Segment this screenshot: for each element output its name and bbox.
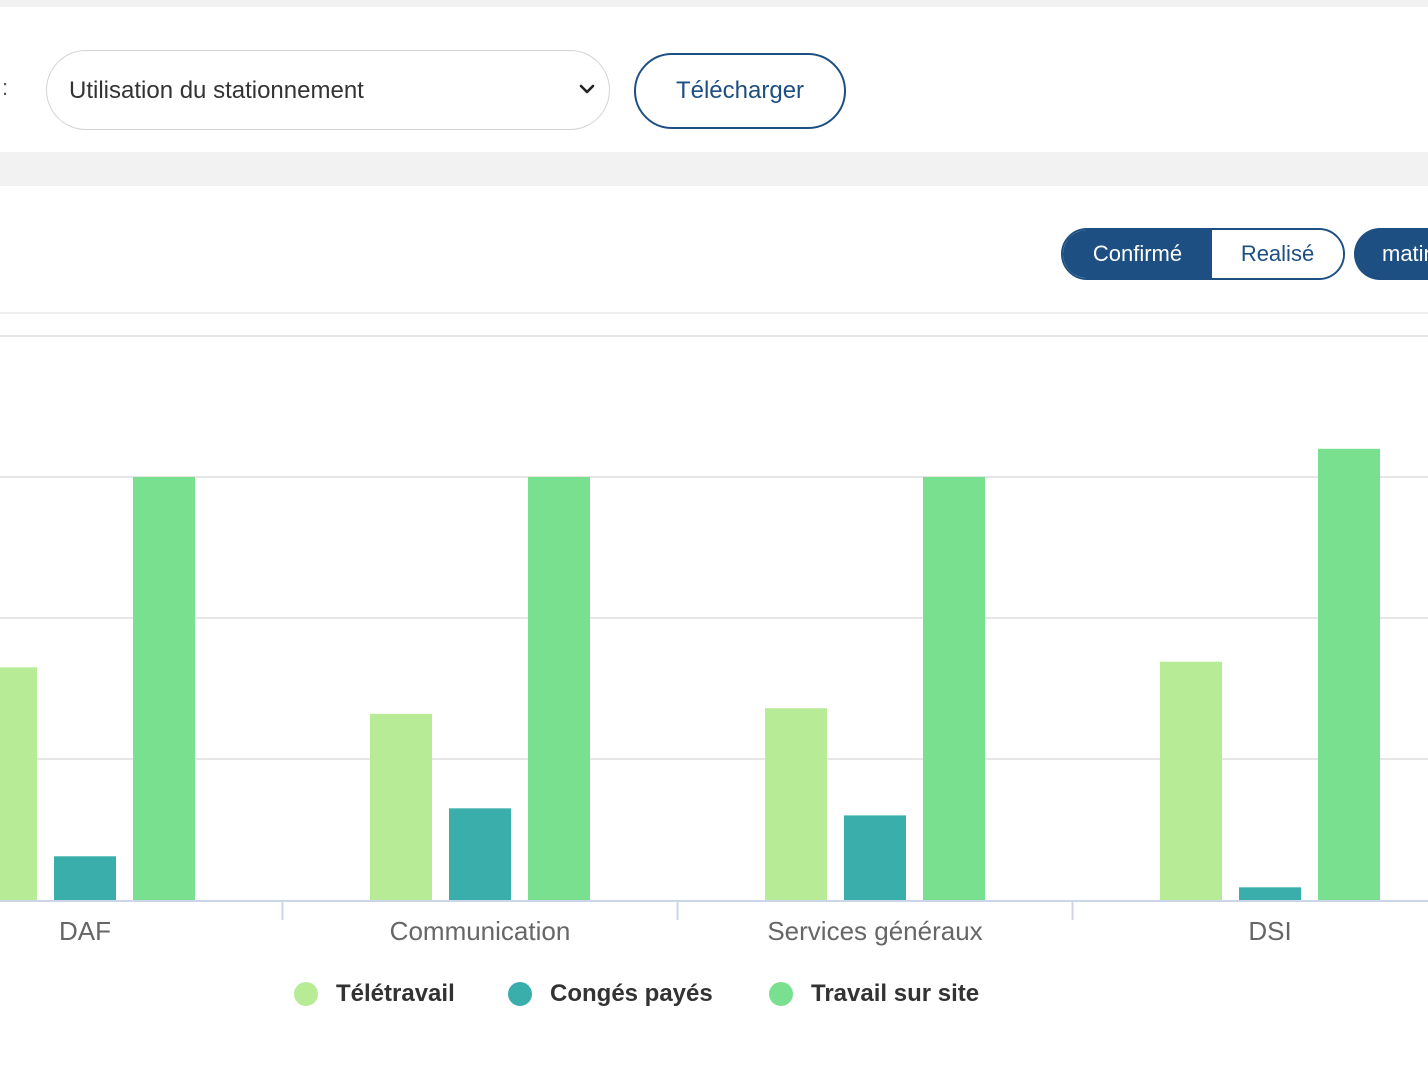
legend-label-site: Travail sur site <box>811 980 980 1007</box>
x-tick-label: DAF <box>59 916 111 946</box>
period-toggle[interactable]: matin <box>1354 228 1428 280</box>
x-tick-label: Communication <box>390 916 571 946</box>
legend-label-teletravail: Télétravail <box>336 980 455 1007</box>
bar-services-g-n-raux-0 <box>765 708 827 900</box>
legend-dot-conges <box>508 982 532 1006</box>
report-type-value: Utilisation du stationnement <box>69 77 364 104</box>
toolbar: : Utilisation du stationnement Télécharg… <box>0 7 1428 152</box>
chevron-down-icon <box>579 84 595 94</box>
bar-communication-0 <box>370 713 432 900</box>
x-tick-label: DSI <box>1248 916 1291 946</box>
bar-daf-0 <box>0 667 37 900</box>
legend-label-conges: Congés payés <box>550 980 713 1007</box>
x-tick-label: Services généraux <box>767 916 982 946</box>
panel-divider <box>0 312 1428 314</box>
bar-chart: DAF Communication Services généraux DSI <box>0 335 1428 946</box>
legend-dot-teletravail <box>294 982 318 1006</box>
confirmed-toggle[interactable]: Confirmé <box>1063 230 1212 278</box>
top-strip <box>0 0 1428 7</box>
bar-daf-1 <box>54 856 116 900</box>
bar-communication-1 <box>449 808 511 900</box>
bar-services-g-n-raux-1 <box>844 815 906 900</box>
bar-dsi-2 <box>1318 448 1380 900</box>
status-toggle: Confirmé Realisé <box>1061 228 1345 280</box>
bar-daf-2 <box>133 477 195 900</box>
chart-legend: Télétravail Congés payés Travail sur sit… <box>0 976 1428 1016</box>
bar-services-g-n-raux-2 <box>923 477 985 900</box>
legend-dot-site <box>769 982 793 1006</box>
select-label-colon: : <box>2 75 9 100</box>
bar-communication-2 <box>528 477 590 900</box>
realized-toggle[interactable]: Realisé <box>1212 230 1343 278</box>
bar-dsi-0 <box>1160 661 1222 900</box>
report-type-select[interactable]: Utilisation du stationnement <box>46 50 610 130</box>
bar-dsi-1 <box>1239 887 1301 900</box>
download-button[interactable]: Télécharger <box>634 53 846 129</box>
chart-panel: Confirmé Realisé matin DAF Communication S… <box>0 186 1428 1069</box>
